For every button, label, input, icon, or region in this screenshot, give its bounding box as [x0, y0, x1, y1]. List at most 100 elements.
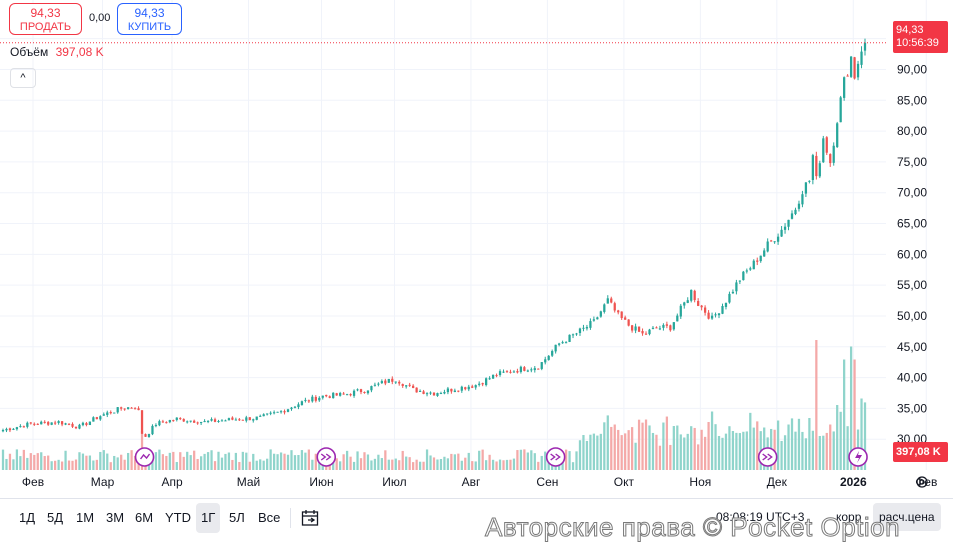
candle-body — [349, 394, 352, 396]
candle-body — [585, 327, 589, 329]
timeframe-1М[interactable]: 1М — [76, 510, 95, 525]
volume-bar — [238, 461, 241, 470]
volume-bar — [533, 453, 536, 470]
volume-bar — [575, 451, 578, 470]
volume-bar — [724, 433, 728, 470]
volume-bar — [589, 434, 592, 470]
collapse-legend-button[interactable]: ^ — [10, 68, 36, 88]
volume-label: Объём — [10, 45, 49, 59]
candle-body — [519, 366, 523, 372]
timeframe-5Л[interactable]: 5Л — [229, 510, 245, 525]
candle-body — [526, 370, 529, 372]
volume-bar — [676, 425, 679, 470]
candle-body — [199, 421, 203, 424]
volume-bar — [787, 424, 790, 470]
candle-body — [241, 419, 244, 421]
time-tick-label: 2026 — [840, 475, 867, 489]
volume-bar — [116, 457, 119, 470]
candle-body — [641, 331, 644, 334]
volume-bar — [485, 460, 488, 470]
volume-value: 397,08 K — [55, 45, 104, 59]
candle-body — [335, 393, 338, 396]
last-price-tag: 94,33 10:56:39 — [893, 21, 948, 53]
timeframe-Все[interactable]: Все — [258, 510, 281, 525]
volume-bar — [47, 455, 50, 470]
price-tick-label: 90,00 — [897, 62, 927, 76]
candle-body — [206, 420, 210, 422]
volume-bar — [540, 455, 543, 470]
volume-bar — [126, 452, 130, 470]
volume-bar — [99, 451, 102, 470]
candle-body — [123, 408, 126, 410]
candle-body — [286, 409, 290, 412]
candle-body — [384, 380, 387, 384]
candle-body — [297, 404, 300, 408]
candle-body — [578, 328, 582, 334]
volume-bar — [697, 444, 700, 470]
candle-body — [613, 303, 616, 311]
timeframe-3М[interactable]: 3М — [106, 510, 125, 525]
timeframe-1Д[interactable]: 1Д — [19, 510, 36, 525]
copyright-watermark: Авторские права © Pocket Option — [484, 512, 901, 543]
candle-body — [815, 155, 818, 177]
volume-bar — [352, 461, 356, 470]
volume-bar — [721, 437, 724, 470]
volume-bar — [161, 454, 165, 470]
time-tick-label: Июл — [382, 475, 406, 489]
timeframe-1Г[interactable]: 1Г — [196, 503, 221, 533]
candle-body — [133, 408, 137, 410]
candle-body — [498, 371, 502, 376]
timeframe-5Д[interactable]: 5Д — [47, 510, 64, 525]
volume-bar — [488, 454, 491, 470]
candle-body — [731, 291, 735, 294]
sell-button[interactable]: 94,33 ПРОДАТЬ — [9, 3, 82, 35]
volume-bar — [113, 455, 116, 470]
volume-bar — [846, 426, 849, 470]
candle-body — [606, 298, 609, 304]
buy-button[interactable]: 94,33 КУПИТЬ — [117, 3, 182, 35]
volume-bar — [564, 449, 568, 470]
time-tick-label: Фев — [22, 475, 44, 489]
volume-bar — [544, 451, 547, 470]
axis-settings-icon[interactable] — [914, 474, 930, 490]
timeframe-YTD[interactable]: YTD — [165, 510, 191, 525]
volume-bar — [307, 449, 311, 470]
volume-bar — [363, 452, 366, 470]
candle-body — [453, 390, 456, 393]
candle-body — [92, 417, 95, 422]
candle-body — [29, 422, 32, 424]
candle-body — [829, 154, 832, 164]
buy-label: КУПИТЬ — [127, 21, 172, 33]
candle-body — [849, 56, 853, 77]
candle-body — [165, 422, 168, 424]
volume-bar — [370, 460, 373, 470]
candle-body — [669, 325, 672, 331]
candle-body — [783, 226, 787, 230]
volume-bar — [5, 458, 8, 470]
volume-bar — [213, 461, 217, 470]
candle-body — [495, 375, 498, 377]
price-chart[interactable]: 95,0090,0085,0080,0075,0070,0065,0060,00… — [0, 0, 953, 498]
candle-body — [457, 390, 460, 392]
candle-body — [690, 289, 693, 301]
settlement-price-toggle[interactable]: расч.цена — [873, 503, 941, 531]
volume-bar — [245, 452, 248, 470]
adjust-toggle[interactable]: корр — [836, 510, 862, 524]
candle-body — [332, 392, 335, 399]
volume-bar — [189, 455, 192, 470]
candle-body — [658, 328, 662, 330]
calendar-goto-icon[interactable] — [300, 508, 320, 528]
candle-body — [481, 383, 484, 385]
timeframe-6М[interactable]: 6М — [135, 510, 154, 525]
volume-bar — [457, 453, 460, 470]
candle-body — [703, 307, 707, 313]
candle-body — [189, 420, 192, 422]
volume-bar — [703, 436, 707, 470]
volume-bar — [686, 433, 689, 470]
candle-body — [15, 427, 19, 430]
time-tick-label: Авг — [462, 475, 481, 489]
utc-clock[interactable]: 08:08:19 UTC+3 — [716, 510, 805, 524]
volume-bar — [262, 460, 265, 470]
volume-bar — [276, 454, 279, 470]
volume-bar — [592, 433, 596, 470]
